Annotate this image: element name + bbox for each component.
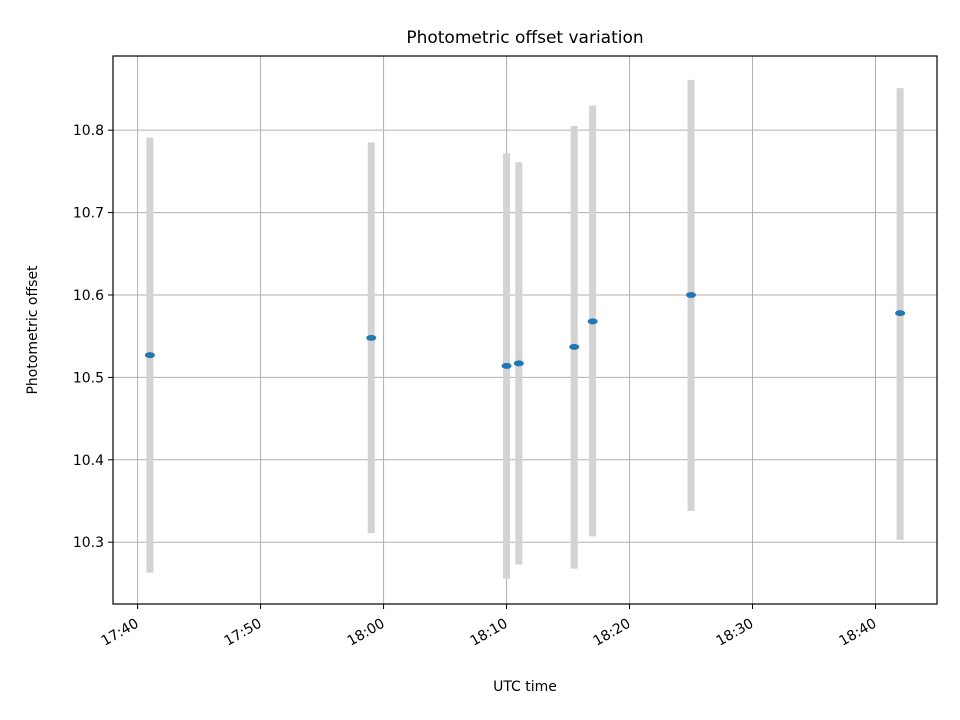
y-tick-label: 10.5 (73, 370, 104, 386)
data-point (569, 343, 580, 350)
x-tick-label: 18:10 (468, 616, 511, 650)
x-axis-ticks: 17:40 17:50 18:00 18:10 18:20 18:30 18:40 (99, 604, 880, 650)
y-tick-label: 10.3 (73, 535, 104, 551)
data-point (366, 334, 377, 341)
data-points (144, 291, 906, 369)
data-point (587, 318, 598, 325)
error-bars (146, 79, 904, 579)
data-point (501, 362, 512, 369)
x-tick-label: 18:00 (345, 616, 388, 650)
x-tick-label: 18:40 (837, 616, 880, 650)
data-point (144, 352, 155, 359)
data-point (513, 360, 524, 367)
x-gridlines (137, 56, 877, 604)
x-tick-label: 17:40 (99, 616, 142, 650)
x-tick-label: 18:30 (714, 616, 757, 650)
x-tick-label: 17:50 (222, 616, 265, 650)
y-tick-label: 10.8 (73, 123, 104, 139)
x-axis-label: UTC time (493, 679, 557, 695)
chart-title: Photometric offset variation (406, 28, 643, 48)
data-point (686, 291, 697, 298)
plot-frame (112, 55, 938, 605)
y-tick-label: 10.4 (73, 453, 104, 469)
y-axis-label: Photometric offset (25, 265, 41, 395)
y-gridlines (113, 129, 937, 543)
x-tick-label: 18:20 (591, 616, 634, 650)
data-point (895, 310, 906, 317)
y-tick-label: 10.7 (73, 206, 104, 222)
y-axis-ticks: 10.3 10.4 10.5 10.6 10.7 10.8 (73, 123, 113, 551)
y-tick-label: 10.6 (73, 288, 104, 304)
